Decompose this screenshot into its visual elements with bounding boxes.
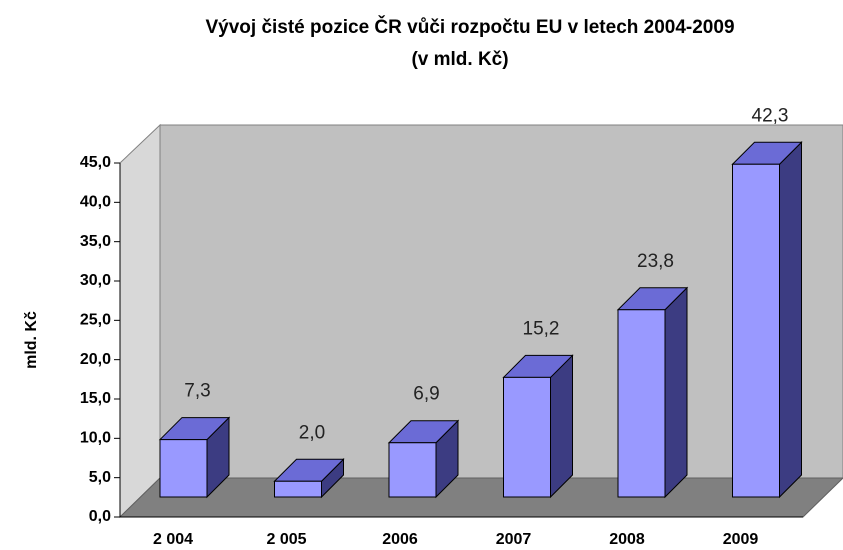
bar-front bbox=[388, 442, 437, 498]
bar-front bbox=[617, 309, 666, 498]
value-label: 23,8 bbox=[637, 251, 674, 272]
bar bbox=[273, 458, 345, 499]
y-tick-label: 10,0 bbox=[80, 430, 111, 447]
bar-side bbox=[664, 286, 688, 499]
value-label: 6,9 bbox=[413, 384, 439, 405]
y-tick-label: 25,0 bbox=[80, 312, 111, 329]
x-tick-label: 2006 bbox=[382, 531, 418, 548]
y-tick-label: 20,0 bbox=[80, 351, 111, 368]
y-axis-label: mld. Kč bbox=[23, 311, 40, 369]
bar bbox=[616, 286, 689, 499]
bar-front bbox=[503, 376, 551, 498]
y-tick-label: 30,0 bbox=[80, 272, 111, 289]
value-label: 2,0 bbox=[299, 422, 325, 443]
chart-title: Vývoj čisté pozice ČR vůči rozpočtu EU v… bbox=[205, 16, 734, 38]
bar bbox=[387, 419, 460, 499]
value-label: 15,2 bbox=[523, 318, 560, 339]
bar-side bbox=[550, 354, 573, 499]
value-label: 42,3 bbox=[752, 105, 789, 126]
y-tick-label: 45,0 bbox=[80, 154, 111, 171]
chart-subtitle: (v mld. Kč) bbox=[411, 49, 508, 70]
bar bbox=[158, 416, 231, 499]
side-wall bbox=[119, 123, 161, 519]
y-tick-label: 5,0 bbox=[89, 469, 111, 486]
x-tick-label: 2 004 bbox=[153, 531, 193, 548]
y-tick-label: 40,0 bbox=[80, 194, 111, 211]
bar-front bbox=[274, 480, 322, 498]
bar-front bbox=[159, 439, 208, 498]
x-tick-label: 2009 bbox=[723, 531, 759, 548]
x-tick-label: 2 005 bbox=[266, 531, 306, 548]
y-tick-label: 15,0 bbox=[80, 390, 111, 407]
y-tick-label: 0,0 bbox=[89, 508, 111, 525]
value-label: 7,3 bbox=[184, 381, 210, 402]
x-tick-label: 2008 bbox=[609, 531, 645, 548]
bar-side bbox=[779, 141, 802, 499]
x-tick-label: 2007 bbox=[496, 531, 532, 548]
bar bbox=[502, 354, 574, 499]
bar-front bbox=[732, 163, 780, 498]
y-tick-label: 35,0 bbox=[80, 233, 111, 250]
bar bbox=[731, 141, 803, 499]
